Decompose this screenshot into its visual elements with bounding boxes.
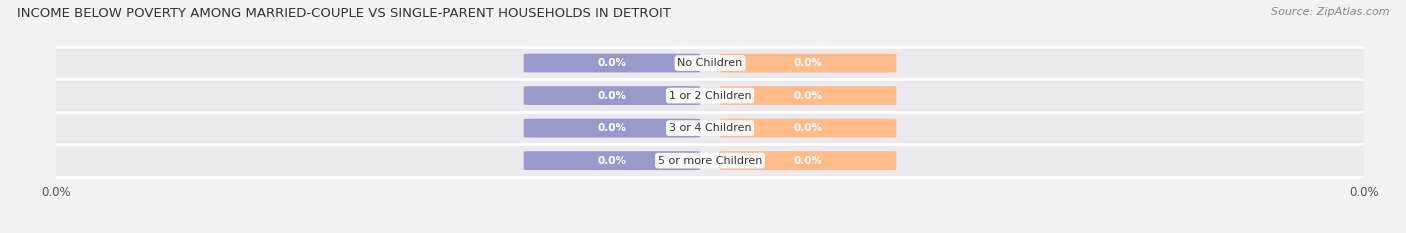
- Bar: [56, 144, 1364, 177]
- Text: 0.0%: 0.0%: [793, 91, 823, 101]
- Text: 5 or more Children: 5 or more Children: [658, 156, 762, 166]
- FancyBboxPatch shape: [523, 151, 700, 170]
- Text: 1 or 2 Children: 1 or 2 Children: [669, 91, 751, 101]
- Text: 0.0%: 0.0%: [598, 156, 627, 166]
- Bar: [56, 79, 1364, 112]
- FancyBboxPatch shape: [523, 86, 700, 105]
- FancyBboxPatch shape: [523, 119, 700, 137]
- Text: 0.0%: 0.0%: [793, 156, 823, 166]
- Text: Source: ZipAtlas.com: Source: ZipAtlas.com: [1271, 7, 1389, 17]
- Text: INCOME BELOW POVERTY AMONG MARRIED-COUPLE VS SINGLE-PARENT HOUSEHOLDS IN DETROIT: INCOME BELOW POVERTY AMONG MARRIED-COUPL…: [17, 7, 671, 20]
- FancyBboxPatch shape: [523, 54, 700, 72]
- Text: 0.0%: 0.0%: [598, 91, 627, 101]
- FancyBboxPatch shape: [720, 151, 897, 170]
- FancyBboxPatch shape: [720, 86, 897, 105]
- Text: 0.0%: 0.0%: [598, 123, 627, 133]
- Text: 0.0%: 0.0%: [598, 58, 627, 68]
- Bar: [56, 47, 1364, 79]
- Text: 0.0%: 0.0%: [793, 58, 823, 68]
- Text: 0.0%: 0.0%: [793, 123, 823, 133]
- Text: No Children: No Children: [678, 58, 742, 68]
- FancyBboxPatch shape: [720, 119, 897, 137]
- FancyBboxPatch shape: [720, 54, 897, 72]
- Bar: [56, 112, 1364, 144]
- Text: 3 or 4 Children: 3 or 4 Children: [669, 123, 751, 133]
